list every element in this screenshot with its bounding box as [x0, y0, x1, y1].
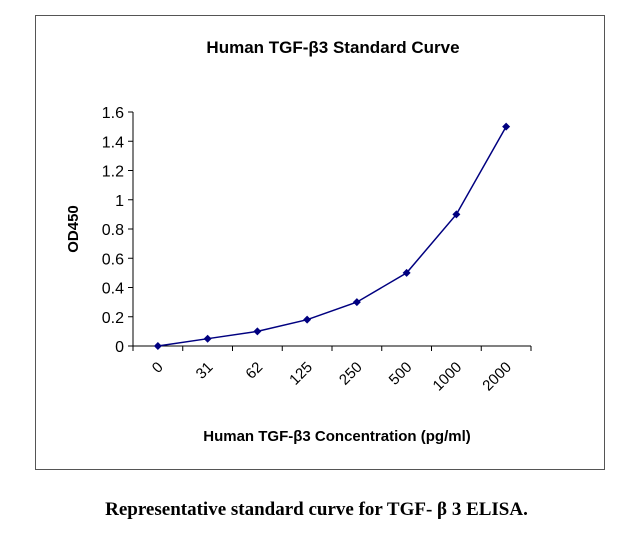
y-tick-label: 1.2: [102, 164, 124, 181]
y-axis-label: OD450: [65, 205, 82, 253]
data-point: [253, 327, 262, 336]
x-tick-label: 1000: [430, 359, 466, 395]
x-tick-label: 0: [149, 359, 167, 377]
y-tick-label: 0.4: [102, 281, 124, 298]
y-tick-label: 1: [115, 193, 124, 210]
x-tick-label: 31: [193, 359, 217, 383]
x-axis-label: Human TGF-β3 Concentration (pg/ml): [203, 428, 470, 445]
y-tick-label: 1.6: [102, 105, 124, 122]
figure-caption: Representative standard curve for TGF- β…: [105, 499, 528, 520]
x-tick-label: 2000: [479, 359, 515, 395]
x-tick-label: 62: [242, 359, 266, 383]
data-point: [153, 342, 162, 350]
chart-frame: [35, 15, 605, 470]
y-tick-label: 0.8: [102, 222, 124, 239]
chart-title: Human TGF-β3 Standard Curve: [206, 38, 459, 57]
x-tick-label: 250: [336, 359, 366, 389]
x-tick-label: 500: [386, 359, 416, 389]
series-line: [157, 126, 507, 347]
chart: Human TGF-β3 Standard Curve OD450 Human …: [65, 38, 532, 445]
x-tick-label: 125: [286, 359, 316, 389]
y-tick-label: 0: [115, 339, 124, 356]
y-tick-label: 0.6: [102, 251, 124, 268]
y-tick-label: 0.2: [102, 310, 124, 327]
data-point: [452, 210, 461, 219]
data-point: [352, 298, 361, 307]
data-point: [203, 334, 212, 343]
data-point: [502, 122, 511, 131]
data-point: [303, 315, 312, 324]
y-tick-label: 1.4: [102, 134, 124, 151]
data-point: [402, 268, 411, 277]
